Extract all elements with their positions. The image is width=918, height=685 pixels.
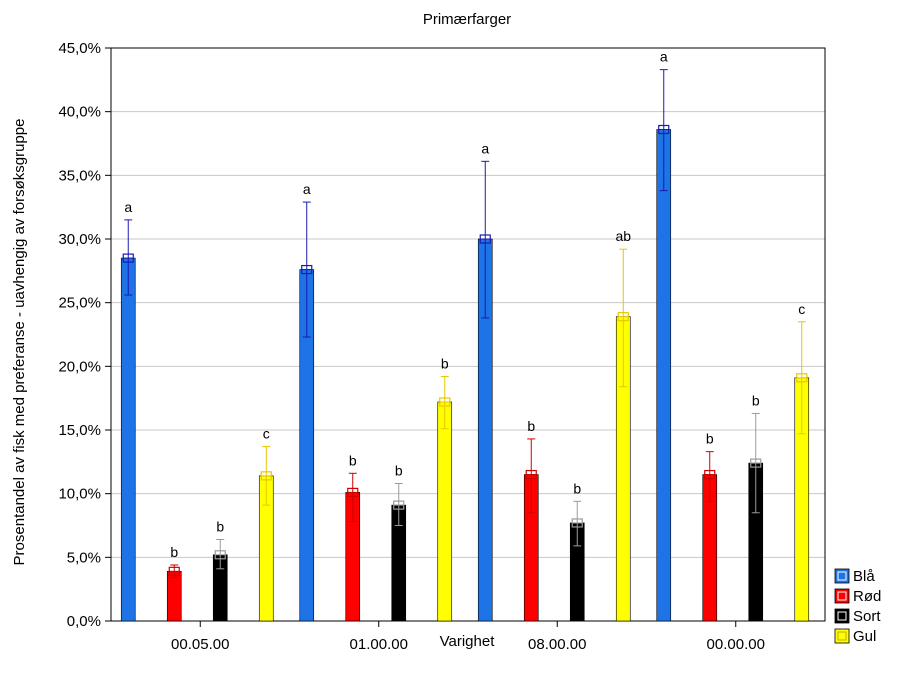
- significance-label: b: [527, 418, 535, 434]
- legend-swatch: [834, 628, 850, 644]
- y-tick-label: 45,0%: [58, 40, 101, 57]
- bar: [656, 129, 672, 622]
- bar: [166, 571, 182, 622]
- y-tick-label: 5,0%: [67, 549, 101, 566]
- legend-swatch: [834, 588, 850, 604]
- significance-label: a: [481, 140, 489, 156]
- legend-label: Blå: [853, 568, 875, 585]
- significance-label: ab: [615, 228, 631, 244]
- y-tick-label: 15,0%: [58, 422, 101, 439]
- legend-marker: [837, 631, 847, 641]
- significance-label: a: [303, 181, 311, 197]
- significance-label: b: [706, 431, 714, 447]
- x-tick-label: 00.00.00: [707, 636, 765, 653]
- legend-marker: [837, 571, 847, 581]
- y-tick-label: 10,0%: [58, 486, 101, 503]
- bar: [437, 401, 453, 622]
- plot-area: 0,0% 5,0% 10,0% 15,0% 20,0% 25,0% 30,0% 35,0% 40…: [58, 40, 826, 653]
- x-tick-label: 01.00.00: [350, 636, 408, 653]
- legend-swatch: [834, 608, 850, 624]
- significance-label: b: [573, 480, 581, 496]
- legend-marker: [837, 611, 847, 621]
- y-tick-label: 35,0%: [58, 167, 101, 184]
- legend-swatch: [834, 568, 850, 584]
- y-axis-label: Prosentandel av fisk med preferanse - ua…: [11, 119, 28, 566]
- significance-label: b: [441, 356, 449, 372]
- significance-label: c: [798, 301, 805, 317]
- chart-title: Primærfarger: [423, 11, 511, 28]
- legend-label: Sort: [853, 608, 881, 625]
- y-tick-label: 0,0%: [67, 613, 101, 630]
- legend-label: Gul: [853, 628, 876, 645]
- y-tick-label: 20,0%: [58, 358, 101, 375]
- legend: Blå Rød Sort Gul: [834, 568, 881, 645]
- y-tick-label: 25,0%: [58, 295, 101, 312]
- legend-label: Rød: [853, 588, 881, 605]
- significance-label: a: [124, 199, 132, 215]
- significance-label: b: [170, 544, 178, 560]
- significance-label: b: [752, 392, 760, 408]
- bar: [120, 257, 136, 622]
- y-tick-label: 30,0%: [58, 231, 101, 248]
- significance-label: b: [349, 452, 357, 468]
- plot-frame: [110, 47, 826, 622]
- significance-label: c: [263, 426, 270, 442]
- x-tick-label: 08.00.00: [528, 636, 586, 653]
- x-axis-label: Varighet: [440, 633, 496, 650]
- legend-marker: [837, 591, 847, 601]
- significance-label: b: [216, 519, 224, 535]
- significance-label: b: [395, 462, 403, 478]
- y-tick-label: 40,0%: [58, 104, 101, 121]
- x-tick-label: 00.05.00: [171, 636, 229, 653]
- significance-label: a: [660, 49, 668, 65]
